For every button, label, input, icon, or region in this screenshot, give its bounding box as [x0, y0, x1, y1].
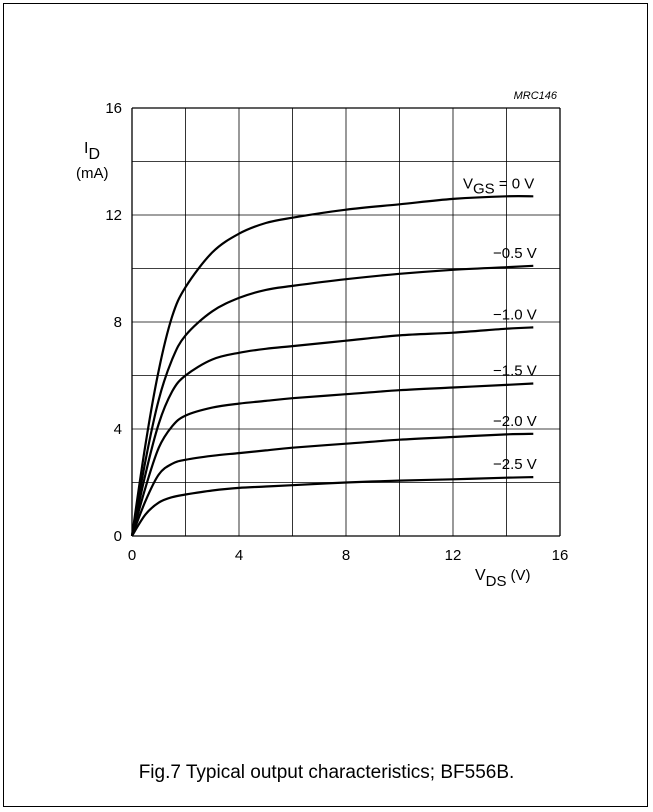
y-tick-label: 12: [105, 207, 122, 224]
figure-code: MRC146: [514, 90, 558, 102]
curve-labels: VGS = 0 V −0.5 V −1.0 V −1.5 V −2.0 V −2.5 V: [463, 175, 537, 473]
curve-label: −2.0 V: [493, 413, 537, 430]
y-axis-unit: (mA): [76, 165, 109, 182]
series-curve: [130, 432, 534, 537]
y-tick-label: 0: [114, 528, 122, 545]
y-tick-label: 16: [105, 100, 122, 117]
figure-caption: Fig.7 Typical output characteristics; BF…: [138, 762, 515, 783]
curve-label: −1.0 V: [493, 306, 537, 323]
x-tick-label: 4: [235, 547, 243, 564]
y-axis-label: ID: [84, 140, 100, 163]
figure-frame: [3, 3, 648, 807]
curve-label: −0.5 V: [493, 245, 537, 262]
x-tick-label: 16: [552, 547, 569, 564]
series-curve: [130, 194, 534, 537]
x-axis-label: VDS (V): [475, 567, 531, 590]
curve-label: −1.5 V: [493, 363, 537, 380]
series-curve: [131, 476, 534, 537]
x-tick-label: 8: [342, 547, 350, 564]
series-curve: [130, 326, 534, 537]
grid: [131, 107, 561, 537]
y-tick-label: 4: [114, 421, 122, 438]
curves: [130, 194, 534, 537]
tick-labels: 0 4 8 12 16 0 4 8 12 16: [105, 100, 568, 564]
series-curve: [130, 264, 534, 537]
curve-label: VGS = 0 V: [463, 175, 534, 197]
y-tick-label: 8: [114, 314, 122, 331]
series-curve: [130, 382, 534, 537]
x-tick-label: 0: [128, 547, 136, 564]
curve-label: −2.5 V: [493, 456, 537, 473]
x-tick-label: 12: [445, 547, 462, 564]
